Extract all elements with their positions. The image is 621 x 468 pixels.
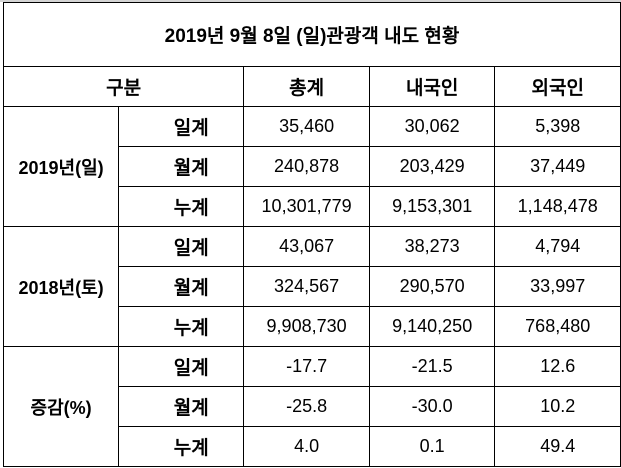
cell-total: 43,067 <box>243 226 370 267</box>
cell-foreign: 1,148,478 <box>494 186 621 227</box>
header-category: 구분 <box>2 66 245 107</box>
table-row: 누계 9,908,730 9,140,250 768,480 <box>4 306 621 347</box>
cell-foreign: 37,449 <box>494 146 621 187</box>
table-row: 월계 240,878 203,429 37,449 <box>4 146 621 187</box>
cell-total: 4.0 <box>243 426 370 467</box>
cell-domestic: 38,273 <box>368 226 496 267</box>
header-row: 구분 총계 내국인 외국인 <box>2 66 621 107</box>
cell-total: 324,567 <box>243 266 370 307</box>
table-title: 2019년 9월 8일 (일)관광객 내도 현황 <box>3 2 621 67</box>
cell-total: -25.8 <box>243 386 370 427</box>
title-row: 2019년 9월 8일 (일)관광객 내도 현황 <box>3 2 621 67</box>
table-row: 2018년(토) 일계 43,067 38,273 4,794 <box>2 226 621 347</box>
row-label: 누계 <box>118 306 245 347</box>
row-label: 일계 <box>118 346 245 387</box>
cell-domestic: 9,153,301 <box>368 186 496 227</box>
row-label: 월계 <box>118 266 245 307</box>
group-label: 2018년(토) <box>2 226 120 347</box>
table-row: 월계 324,567 290,570 33,997 <box>4 266 621 307</box>
table-row: 증감(%) 일계 -17.7 -21.5 12.6 <box>2 346 621 467</box>
header-foreign: 외국인 <box>494 66 621 107</box>
row-label: 일계 <box>118 106 245 147</box>
row-label: 월계 <box>118 386 245 427</box>
group-label: 2019년(일) <box>2 106 120 227</box>
table-row: 누계 4.0 0.1 49.4 <box>4 426 621 467</box>
cell-domestic: 290,570 <box>368 266 496 307</box>
cell-total: 240,878 <box>243 146 370 187</box>
cell-foreign: 10.2 <box>494 386 621 427</box>
cell-domestic: 0.1 <box>368 426 496 467</box>
cell-foreign: 5,398 <box>494 106 621 147</box>
cell-total: 10,301,779 <box>243 186 370 227</box>
cell-foreign: 4,794 <box>494 226 621 267</box>
table-row: 2019년(일) 일계 35,460 30,062 5,398 <box>2 106 621 227</box>
cell-total: -17.7 <box>243 346 370 387</box>
cell-total: 35,460 <box>243 106 370 147</box>
row-label: 누계 <box>118 186 245 227</box>
cell-foreign: 49.4 <box>494 426 621 467</box>
cell-foreign: 33,997 <box>494 266 621 307</box>
cell-domestic: 30,062 <box>368 106 496 147</box>
group-label: 증감(%) <box>2 346 120 467</box>
cell-domestic: -30.0 <box>368 386 496 427</box>
spreadsheet-gridline <box>0 0 621 2</box>
row-label: 일계 <box>118 226 245 267</box>
row-label: 누계 <box>118 426 245 467</box>
cell-foreign: 768,480 <box>494 306 621 347</box>
row-label: 월계 <box>118 146 245 187</box>
cell-foreign: 12.6 <box>494 346 621 387</box>
header-total: 총계 <box>243 66 370 107</box>
table-row: 누계 10,301,779 9,153,301 1,148,478 <box>4 186 621 227</box>
cell-domestic: 203,429 <box>368 146 496 187</box>
header-domestic: 내국인 <box>368 66 496 107</box>
cell-domestic: 9,140,250 <box>368 306 496 347</box>
cell-total: 9,908,730 <box>243 306 370 347</box>
cell-domestic: -21.5 <box>368 346 496 387</box>
